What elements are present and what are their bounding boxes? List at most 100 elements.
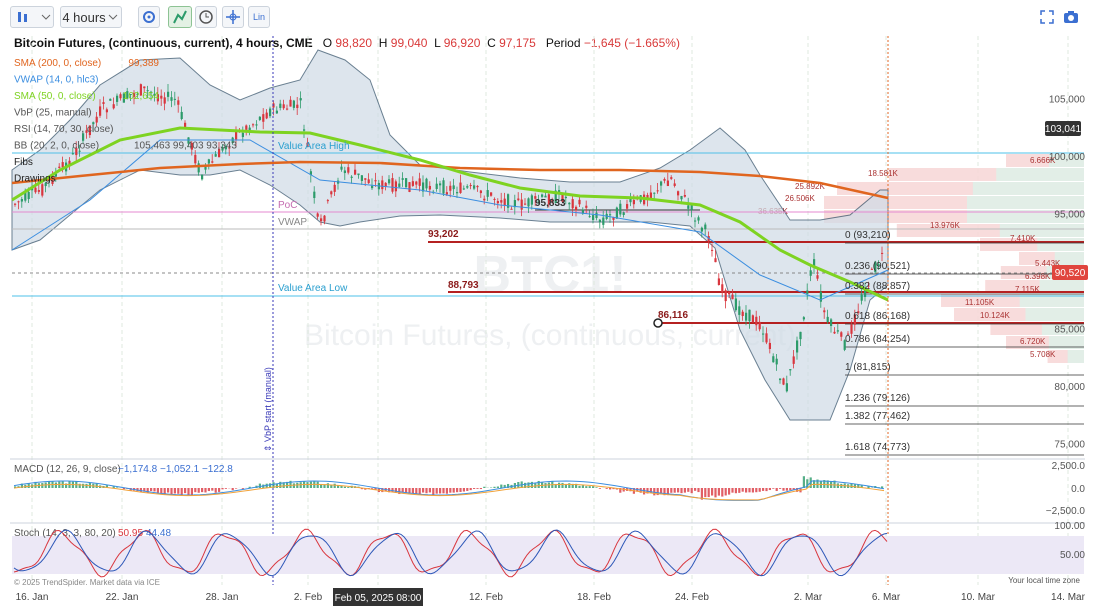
macd-hist-bar <box>34 481 37 488</box>
candle-body <box>493 198 496 200</box>
candle-body <box>374 180 377 182</box>
chart-type-button[interactable] <box>10 6 54 28</box>
candle-body <box>517 198 520 201</box>
candle-body <box>840 332 843 337</box>
indicator-button[interactable] <box>168 6 192 28</box>
legend-item[interactable]: RSI (14, 70, 30, close) <box>14 124 114 135</box>
legend-item[interactable]: Drawings <box>14 174 56 185</box>
candle-body <box>330 191 333 195</box>
open-value: 98,820 <box>335 36 373 50</box>
candle-body <box>626 204 629 209</box>
macd-hist-bar <box>857 484 860 488</box>
candle-body <box>282 104 285 109</box>
candle-body <box>146 90 149 92</box>
candle-body <box>483 198 486 201</box>
candle-body <box>75 148 78 156</box>
candle-body <box>673 183 676 186</box>
macd-hist-bar <box>768 488 771 491</box>
macd-hist-bar <box>194 488 197 493</box>
macd-hist-bar <box>27 483 30 488</box>
macd-tick: −2,500.0 <box>1046 506 1086 517</box>
candle-body <box>602 217 605 225</box>
settings-button[interactable] <box>138 6 160 28</box>
candle-body <box>874 261 877 273</box>
candle-body <box>241 132 244 138</box>
chart-annotations: Value Area High Value Area Low PoC VWAP 93,2… <box>278 141 910 453</box>
macd-hist-bar <box>581 485 584 488</box>
legend-item[interactable]: BB (20, 2, 0, close) <box>14 141 99 152</box>
price-tick: 80,000 <box>1054 382 1085 393</box>
legend-item[interactable]: Fibs <box>14 157 33 168</box>
macd-hist-bar <box>775 488 778 492</box>
candle-body <box>323 215 326 222</box>
date-tick: 22. Jan <box>106 592 139 603</box>
candle-body <box>20 199 23 202</box>
fib-label: 1.236 (79,126) <box>845 393 910 404</box>
screenshot-button[interactable] <box>1062 8 1080 26</box>
last-marker-box <box>1045 121 1081 136</box>
macd-hist-bar <box>666 488 669 496</box>
macd-hist-bar <box>479 488 482 490</box>
macd-hist-bar <box>680 488 683 494</box>
candle-body <box>119 94 122 99</box>
macd-hist-bar <box>588 486 591 488</box>
price-axis[interactable]: 105,000 100,000 95,000 85,000 80,000 75,000 10… <box>1045 95 1088 451</box>
macd-hist-bar <box>466 488 469 491</box>
candle-body <box>204 166 207 170</box>
legend-item[interactable]: SMA (50, 0, close) <box>14 91 96 102</box>
macd-hist-bar <box>469 488 472 491</box>
macd-hist-bar <box>418 488 421 494</box>
macd-hist-bar <box>306 482 309 488</box>
macd-hist-bar <box>439 488 442 494</box>
level-label: 86,116 <box>658 310 688 321</box>
time-button[interactable] <box>195 6 217 28</box>
legend-item[interactable]: SMA (200, 0, close) <box>14 58 101 69</box>
level-anchor-handle[interactable] <box>653 318 663 328</box>
macd-hist-bar <box>755 488 758 493</box>
candle-body <box>44 183 47 187</box>
date-axis[interactable]: 16. Jan 22. Jan 28. Jan 2. Feb Feb 05, 2025 … <box>16 588 1086 606</box>
macd-hist-bar <box>598 488 601 489</box>
macd-hist-bar <box>180 488 183 495</box>
candle-body <box>459 182 462 193</box>
macd-hist-bar <box>670 488 673 493</box>
crosshair-date: Feb 05, 2025 08:00 <box>335 593 422 604</box>
candle-body <box>347 167 350 173</box>
macd-hist-bar <box>683 488 686 493</box>
lin-button[interactable]: Lin <box>248 6 270 28</box>
macd-hist-bar <box>218 488 221 492</box>
macd-hist-bar <box>571 483 574 488</box>
clock-icon <box>199 10 213 24</box>
candle-body <box>792 356 795 364</box>
legend-item[interactable]: VbP (25, manual) <box>14 108 92 119</box>
candle-body <box>513 200 516 208</box>
macd-hist-bar <box>592 486 595 488</box>
macd-hist-bar <box>82 483 85 488</box>
candle-body <box>462 188 465 190</box>
candle-body <box>479 190 482 194</box>
macd-hist-bar <box>422 488 425 493</box>
candle-body <box>680 196 683 200</box>
candle-body <box>139 84 142 96</box>
macd-hist-bar <box>629 488 632 492</box>
candle-body <box>595 212 598 219</box>
candle-body <box>381 180 384 190</box>
vbp-bar-up <box>1025 308 1084 321</box>
legend-item[interactable]: VWAP (14, 0, hlc3) <box>14 75 98 86</box>
macd-hist-bar <box>527 482 530 488</box>
candle-body <box>289 99 292 107</box>
candle-body <box>299 98 302 101</box>
candle-body <box>588 216 591 218</box>
candle-body <box>367 179 370 184</box>
date-tick: 2. Mar <box>794 592 823 603</box>
candle-body <box>785 383 788 392</box>
candle-body <box>544 195 547 198</box>
vbp-label: 11.105K <box>965 298 995 307</box>
fullscreen-button[interactable] <box>1038 8 1056 26</box>
interval-select[interactable]: 4 hours <box>60 6 122 28</box>
crosshair-button[interactable] <box>222 6 244 28</box>
macd-hist-bar <box>323 484 326 488</box>
candle-body <box>843 340 846 350</box>
stoch-label: Stoch (14, 3, 3, 80, 20) <box>14 528 116 539</box>
